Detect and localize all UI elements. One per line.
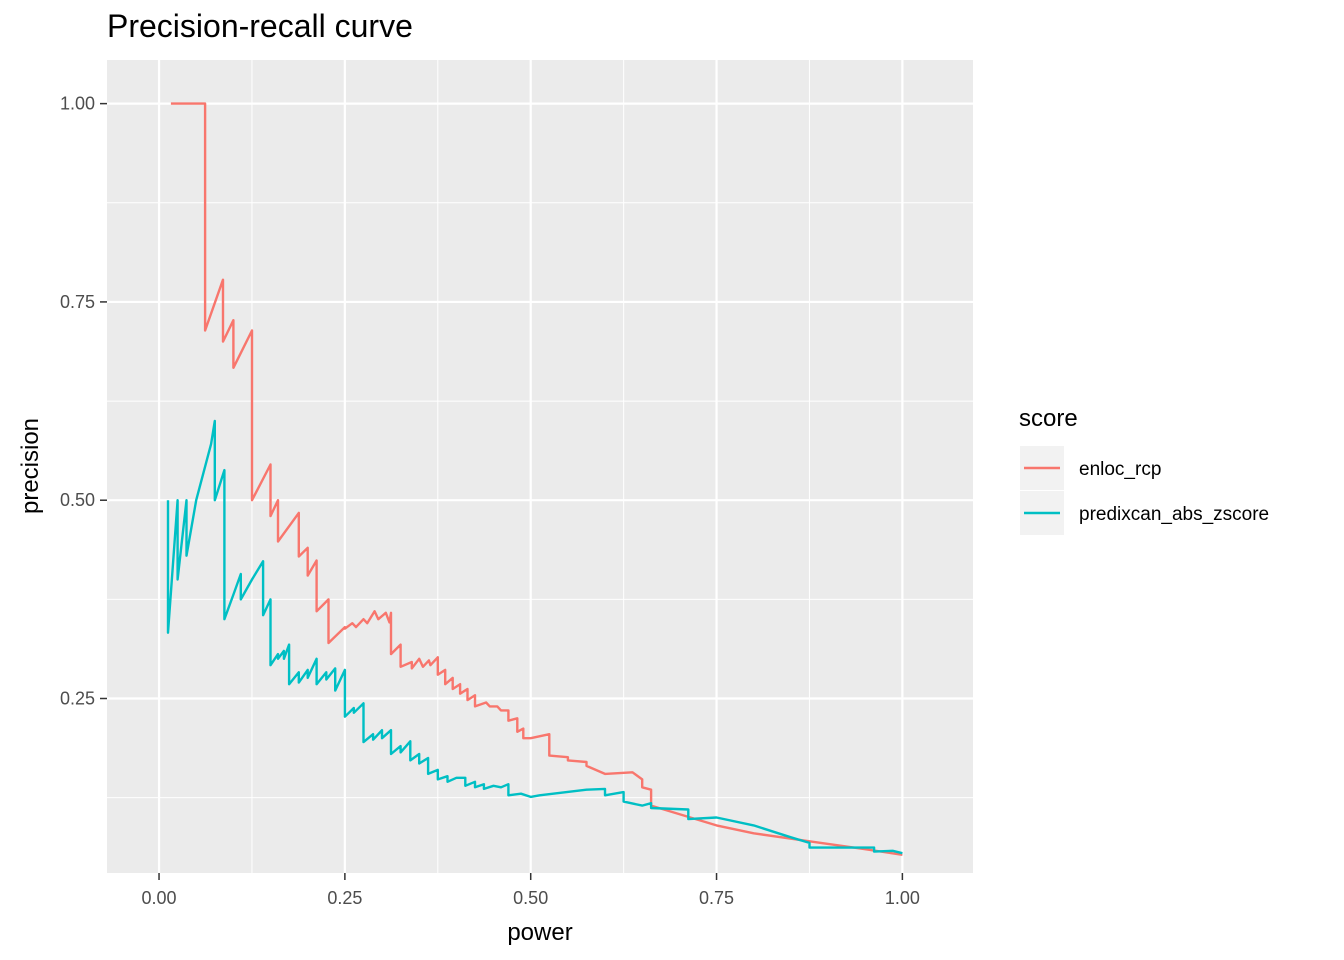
x-tick-label: 0.75 [699, 888, 734, 908]
plot-panel [107, 60, 973, 873]
legend-title: score [1019, 405, 1078, 432]
legend-label-predixcan-abs-zscore: predixcan_abs_zscore [1079, 504, 1269, 525]
y-tick-label: 0.25 [60, 689, 95, 709]
series-line-predixcan-abs-zscore [166, 419, 903, 855]
y-tick-label: 0.75 [60, 292, 95, 312]
x-tick-label: 0.50 [513, 888, 548, 908]
x-tick-label: 0.25 [327, 888, 362, 908]
y-tick-label: 1.00 [60, 94, 95, 114]
tick-labels: 0.00 0.25 0.50 0.75 1.00 0.25 0.50 0.75 1.00 [60, 94, 920, 908]
series-lines [166, 102, 903, 856]
x-tick-label: 0.00 [142, 888, 177, 908]
x-axis-title: power [507, 919, 572, 946]
legend-label-enloc-rcp: enloc_rcp [1079, 459, 1161, 480]
x-tick-label: 1.00 [885, 888, 920, 908]
chart-title: Precision-recall curve [107, 8, 413, 44]
axis-ticks [100, 102, 904, 880]
legend: score enloc_rcp predixcan_abs_zscore [1019, 405, 1269, 535]
series-line-enloc-rcp [170, 102, 903, 856]
y-axis-title: precision [17, 418, 44, 514]
minor-gridlines [107, 60, 973, 873]
y-tick-label: 0.50 [60, 490, 95, 510]
